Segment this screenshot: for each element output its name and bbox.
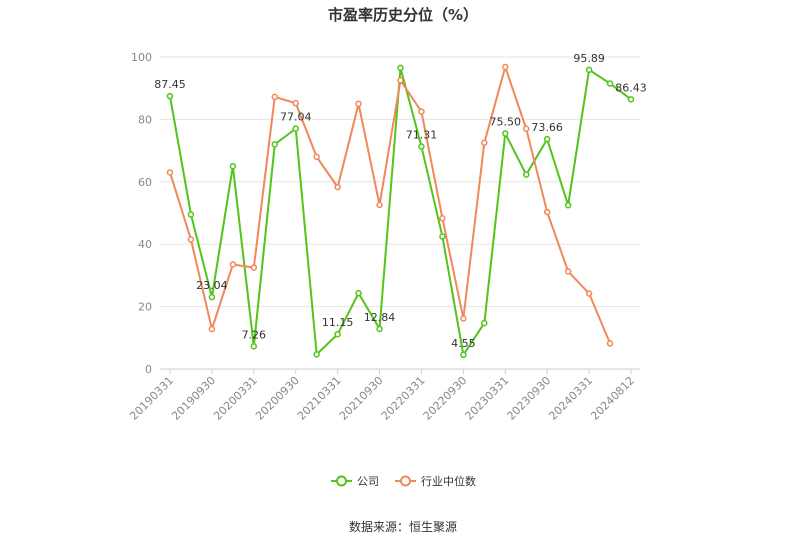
- x-tick-label: 20220930: [421, 374, 470, 423]
- x-tick-label: 20210331: [295, 374, 344, 423]
- data-point-industry: [481, 139, 488, 147]
- data-point-company: [334, 330, 341, 338]
- x-tick-label: 20190331: [127, 374, 176, 423]
- data-point-company: [166, 92, 174, 100]
- data-label: 75.50: [490, 115, 522, 128]
- data-point-company: [522, 171, 530, 178]
- x-tick-label: 20200930: [253, 374, 302, 423]
- data-label: 71.31: [406, 129, 438, 142]
- x-tick-label: 20220331: [379, 374, 428, 423]
- chart-title: 市盈率历史分位（%）: [328, 6, 478, 24]
- grid-lines: [160, 56, 640, 370]
- x-tick-label: 20230930: [505, 374, 554, 423]
- y-axis: 0 20 40 60 80 100: [131, 51, 152, 376]
- data-point-industry: [606, 340, 614, 347]
- data-point-company: [627, 96, 635, 103]
- series-lines: [169, 63, 632, 358]
- series-line-company: [169, 67, 632, 358]
- data-label: 95.89: [573, 52, 605, 65]
- data-point-company: [229, 162, 237, 170]
- data-point-industry: [313, 153, 320, 161]
- data-point-industry: [543, 208, 551, 216]
- x-tick-label: 20240331: [546, 374, 595, 423]
- data-point-company: [481, 319, 488, 327]
- data-point-industry: [187, 236, 195, 243]
- data-point-industry: [522, 125, 530, 133]
- legend-item-industry-median[interactable]: 行业中位数: [395, 474, 476, 488]
- x-axis: 2019033120190930202003312020093020210331…: [127, 369, 637, 423]
- data-point-company: [208, 293, 216, 301]
- data-point-company: [292, 125, 299, 132]
- y-tick-label: 20: [138, 301, 152, 314]
- data-point-company: [543, 135, 551, 143]
- data-point-industry: [439, 215, 446, 222]
- data-point-industry: [564, 268, 572, 275]
- data-source: 数据来源：恒生聚源: [349, 519, 457, 534]
- data-point-industry: [460, 315, 467, 322]
- y-tick-label: 0: [145, 363, 152, 376]
- data-labels: 87.45 23.04 7.26 77.04 11.15 12.84 71.31 4.55 75…: [154, 52, 647, 350]
- data-point-industry: [376, 201, 383, 209]
- data-label: 86.43: [615, 81, 647, 94]
- data-label: 77.04: [280, 111, 312, 124]
- data-point-company: [271, 141, 279, 148]
- data-point-industry: [418, 108, 425, 115]
- legend-label-industry: 行业中位数: [421, 474, 476, 488]
- y-tick-label: 60: [138, 176, 152, 189]
- data-label: 4.55: [451, 337, 476, 350]
- data-point-industry: [502, 63, 509, 71]
- series-points: [166, 63, 635, 359]
- legend-marker-company: [336, 475, 347, 487]
- data-point-company: [250, 343, 258, 350]
- data-point-company: [418, 143, 425, 150]
- x-tick-label: 20210930: [337, 374, 386, 423]
- y-tick-label: 40: [138, 238, 152, 251]
- legend-label-company: 公司: [357, 475, 379, 488]
- legend-item-company[interactable]: 公司: [331, 475, 379, 488]
- x-tick-label: 20200331: [211, 374, 260, 423]
- series-line-industry: [169, 63, 611, 344]
- data-point-company: [355, 289, 362, 297]
- data-label: 87.45: [154, 78, 186, 91]
- data-label: 23.04: [196, 279, 228, 292]
- x-tick-label: 20230331: [463, 374, 512, 423]
- data-point-industry: [292, 99, 299, 107]
- x-tick-label: 20190930: [169, 374, 218, 423]
- data-point-industry: [585, 290, 593, 297]
- data-point-company: [502, 130, 509, 137]
- legend-marker-industry: [400, 475, 411, 487]
- data-label: 12.84: [364, 311, 396, 324]
- data-point-industry: [397, 77, 404, 84]
- x-tick-label: 20240812: [588, 374, 637, 423]
- legend: 公司 行业中位数: [331, 474, 476, 488]
- data-label: 73.66: [531, 121, 563, 134]
- data-point-company: [313, 351, 320, 358]
- data-point-industry: [166, 169, 174, 176]
- data-point-company: [460, 351, 467, 359]
- data-point-company: [606, 80, 614, 87]
- data-point-company: [397, 64, 404, 72]
- y-tick-label: 80: [138, 113, 152, 126]
- data-label: 7.26: [242, 328, 267, 341]
- y-tick-label: 100: [131, 51, 152, 64]
- data-point-company: [187, 211, 195, 218]
- data-point-company: [376, 325, 383, 333]
- data-point-company: [439, 233, 446, 240]
- data-point-company: [585, 66, 593, 74]
- data-point-industry: [250, 264, 258, 271]
- data-point-industry: [271, 93, 279, 101]
- data-point-company: [564, 201, 572, 209]
- data-point-industry: [334, 183, 341, 191]
- data-label: 11.15: [322, 316, 354, 329]
- data-point-industry: [229, 261, 237, 268]
- data-point-industry: [355, 100, 362, 108]
- data-point-industry: [208, 325, 216, 333]
